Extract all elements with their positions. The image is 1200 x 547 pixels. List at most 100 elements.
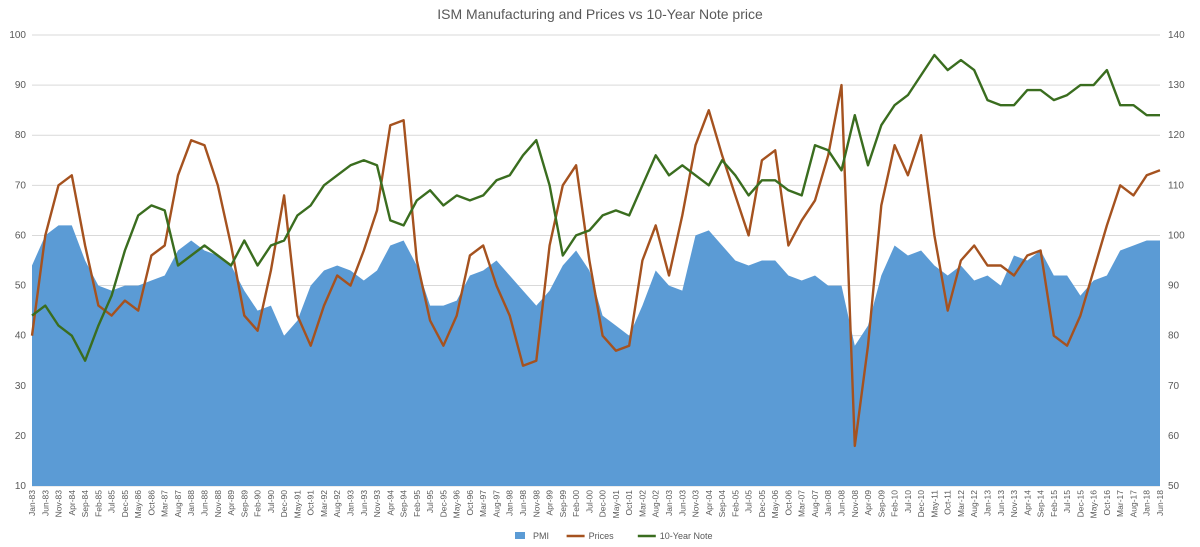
x-tick-label: Dec-90 (279, 490, 289, 518)
x-tick-label: Sep-99 (558, 490, 568, 518)
x-tick-label: Apr-89 (226, 490, 236, 516)
x-tick-label: May-91 (292, 490, 302, 519)
x-tick-label: Mar-87 (160, 490, 170, 517)
series-line-10-year-note (31, 53, 1160, 362)
x-tick-label: Apr-84 (67, 490, 77, 516)
y-right-tick-label: 90 (1168, 281, 1180, 292)
x-tick-label: Jul-85 (107, 490, 117, 513)
y-right-tick-label: 70 (1168, 381, 1180, 392)
x-tick-label: Feb-85 (93, 490, 103, 517)
y-left-tick-label: 30 (15, 381, 27, 392)
x-tick-label: Feb-10 (890, 490, 900, 517)
y-left-tick-label: 10 (15, 481, 27, 492)
x-tick-label: Jun-83 (40, 490, 50, 516)
x-tick-label: Oct-86 (146, 490, 156, 516)
y-left-tick-label: 20 (15, 431, 27, 442)
x-tick-label: Mar-07 (797, 490, 807, 517)
x-tick-label: Aug-07 (810, 490, 820, 518)
x-tick-label: May-96 (452, 490, 462, 519)
x-tick-label: Mar-92 (319, 490, 329, 517)
x-tick-label: Jan-98 (505, 490, 515, 516)
x-tick-label: Jun-88 (200, 490, 210, 516)
x-tick-label: Nov-03 (691, 490, 701, 518)
y-right-tick-label: 140 (1168, 30, 1185, 41)
x-tick-label: Feb-00 (571, 490, 581, 517)
x-tick-label: Nov-83 (54, 490, 64, 518)
x-tick-label: Aug-12 (969, 490, 979, 518)
x-tick-label: Feb-95 (412, 490, 422, 517)
y-right-tick-label: 100 (1168, 230, 1185, 241)
x-tick-label: Oct-16 (1102, 490, 1112, 516)
x-tick-label: Dec-95 (438, 490, 448, 518)
x-tick-label: Apr-04 (704, 490, 714, 516)
x-tick-label: Aug-97 (491, 490, 501, 518)
x-tick-label: Jan-93 (345, 490, 355, 516)
legend-label: 10-Year Note (660, 531, 713, 541)
x-tick-label: Feb-05 (730, 490, 740, 517)
legend-label: Prices (589, 531, 615, 541)
x-tick-label: Nov-88 (213, 490, 223, 518)
x-tick-label: Apr-14 (1022, 490, 1032, 516)
y-right-tick-label: 110 (1168, 180, 1184, 191)
x-tick-label: Nov-13 (1009, 490, 1019, 518)
x-tick-label: Aug-02 (651, 490, 661, 518)
x-tick-label: Sep-04 (717, 490, 727, 518)
y-right-tick-label: 120 (1168, 130, 1185, 141)
x-tick-label: Apr-09 (863, 490, 873, 516)
x-tick-label: Jun-03 (677, 490, 687, 516)
x-tick-label: Jul-15 (1062, 490, 1072, 513)
x-tick-label: Dec-85 (120, 490, 130, 518)
series-line-prices (30, 83, 1161, 448)
x-tick-label: Sep-84 (80, 490, 90, 518)
x-tick-label: Mar-02 (637, 490, 647, 517)
y-left-tick-label: 40 (15, 331, 27, 342)
y-left-tick-label: 90 (15, 80, 27, 91)
x-tick-label: Jun-13 (996, 490, 1006, 516)
x-tick-label: Jun-93 (359, 490, 369, 516)
x-tick-label: Sep-94 (399, 490, 409, 518)
y-left-tick-label: 70 (15, 180, 27, 191)
x-tick-label: Jul-95 (425, 490, 435, 513)
y-left-tick-label: 50 (15, 281, 27, 292)
x-tick-label: Oct-91 (306, 490, 316, 516)
x-tick-label: Dec-00 (598, 490, 608, 518)
x-tick-label: Sep-09 (876, 490, 886, 518)
x-tick-label: Sep-14 (1036, 490, 1046, 518)
x-tick-label: Dec-10 (916, 490, 926, 518)
x-tick-label: Nov-08 (850, 490, 860, 518)
x-tick-label: Nov-98 (531, 490, 541, 518)
chart-title: ISM Manufacturing and Prices vs 10-Year … (437, 6, 763, 22)
x-tick-label: Feb-15 (1049, 490, 1059, 517)
x-tick-label: Jul-10 (903, 490, 913, 513)
y-left-tick-label: 60 (15, 230, 27, 241)
x-tick-label: Jan-88 (186, 490, 196, 516)
x-tick-label: Aug-17 (1128, 490, 1138, 518)
x-tick-label: Oct-06 (783, 490, 793, 516)
x-tick-label: Jun-08 (837, 490, 847, 516)
x-tick-label: Feb-90 (253, 490, 263, 517)
legend-label: PMI (533, 531, 549, 541)
x-tick-label: Jul-05 (744, 490, 754, 513)
legend-swatch-pmi (515, 532, 525, 539)
x-tick-label: Aug-92 (332, 490, 342, 518)
x-tick-label: Oct-01 (624, 490, 634, 516)
x-tick-label: May-06 (770, 490, 780, 519)
y-right-tick-label: 60 (1168, 431, 1180, 442)
x-tick-label: Jan-03 (664, 490, 674, 516)
x-tick-label: Jun-98 (518, 490, 528, 516)
x-tick-label: May-01 (611, 490, 621, 519)
y-left-tick-label: 80 (15, 130, 27, 141)
y-left-tick-label: 100 (9, 30, 26, 41)
x-tick-label: Oct-11 (943, 490, 953, 515)
x-tick-label: Dec-15 (1075, 490, 1085, 518)
x-tick-label: May-86 (133, 490, 143, 519)
x-tick-label: May-11 (929, 490, 939, 518)
x-tick-label: Mar-17 (1115, 490, 1125, 517)
series-area-pmi (32, 225, 1160, 486)
x-tick-label: Apr-99 (545, 490, 555, 516)
x-tick-label: May-16 (1089, 490, 1099, 519)
x-tick-label: Jan-18 (1142, 490, 1152, 516)
x-tick-label: Nov-93 (372, 490, 382, 518)
y-right-tick-label: 80 (1168, 331, 1180, 342)
